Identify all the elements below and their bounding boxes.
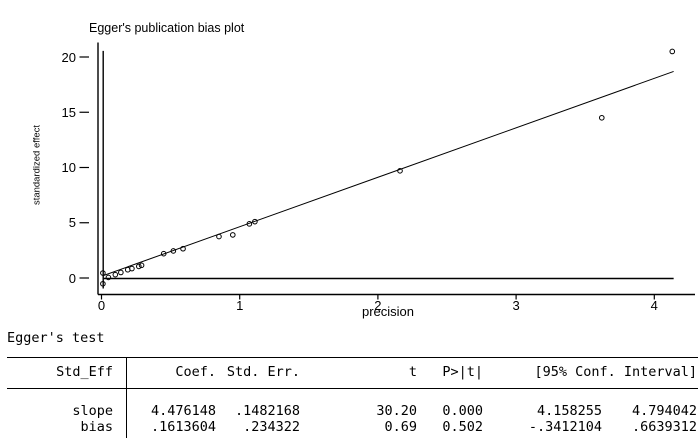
bias-coef: .1613604 <box>150 419 216 435</box>
slope-label: slope <box>72 403 113 419</box>
study-data-point <box>397 168 403 174</box>
study-data-point <box>669 48 676 55</box>
study-data-point <box>100 270 106 276</box>
slope-coef: 4.476148 <box>150 403 216 419</box>
study-data-point <box>136 263 142 270</box>
bias-label: bias <box>80 419 113 435</box>
study-data-point <box>100 280 106 287</box>
table-column-divider <box>126 357 127 438</box>
header-p-value: P>|t| <box>442 364 483 380</box>
slope-std-err: .1482168 <box>234 403 300 419</box>
plot-title: Egger's publication bias plot <box>89 21 245 35</box>
x-axis-title: precision <box>361 304 415 319</box>
x-tick-label: 0 <box>97 298 106 313</box>
bias-ci-high: .6639312 <box>631 419 697 435</box>
header-std-err: Std. Err. <box>226 364 300 380</box>
header-coef: Coef. <box>175 364 216 380</box>
slope-ci-low: 4.158255 <box>536 403 602 419</box>
x-tick-label: 2 <box>374 298 382 313</box>
study-data-point <box>246 221 253 227</box>
y-tick-label: 5 <box>68 215 76 231</box>
y-tick-label: 15 <box>61 104 76 120</box>
egger-bias-plot: Egger's publication bias plot standardiz… <box>31 21 695 319</box>
bias-t: 0.69 <box>384 419 417 435</box>
x-tick-label: 4 <box>650 298 658 313</box>
header-conf-interval: [95% Conf. Interval] <box>534 364 697 380</box>
study-data-point <box>160 250 167 257</box>
egger-bias-plot-canvas <box>79 42 695 300</box>
study-data-point <box>129 265 135 272</box>
bias-ci-low: -.3412104 <box>528 419 602 435</box>
header-std-eff: Std_Eff <box>56 364 113 380</box>
y-axis-title: standardized effect <box>31 124 43 206</box>
slope-p-value: 0.000 <box>442 403 483 419</box>
bias-std-err: .234322 <box>243 419 300 435</box>
study-data-point <box>180 245 186 252</box>
study-data-point <box>138 262 145 269</box>
header-t: t <box>408 364 417 380</box>
y-tick-label: 20 <box>61 49 76 65</box>
egger-regression-line <box>102 70 674 277</box>
x-tick-label: 1 <box>236 298 244 313</box>
slope-t: 30.20 <box>376 403 417 419</box>
study-data-point <box>216 233 222 240</box>
study-data-point <box>112 271 119 278</box>
bias-p-value: 0.502 <box>442 419 483 435</box>
y-tick-label: 10 <box>61 160 76 175</box>
study-data-point <box>229 232 236 238</box>
study-data-point <box>252 218 258 225</box>
study-data-point <box>598 114 605 121</box>
x-tick-label: 3 <box>512 298 520 313</box>
table-rule-under-header <box>7 388 698 389</box>
study-data-point <box>118 269 124 276</box>
table-rule-top <box>7 357 698 358</box>
study-data-point <box>105 274 112 281</box>
y-tick-label: 0 <box>68 270 76 286</box>
slope-ci-high: 4.794042 <box>631 403 697 419</box>
egger-test-heading: Egger's test <box>7 330 105 346</box>
study-data-point <box>170 248 177 254</box>
